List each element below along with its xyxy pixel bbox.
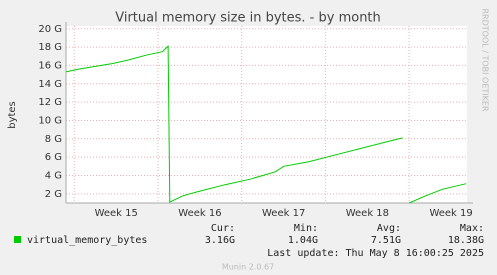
stat-value: 3.16G: [205, 235, 235, 246]
y-tick-label: 8 G: [45, 134, 62, 145]
y-tick-label: 2 G: [45, 189, 62, 200]
x-tick-label: Week 15: [95, 208, 138, 219]
stat-header: Min:: [294, 223, 318, 234]
y-tick-label: 18 G: [38, 42, 62, 53]
y-tick-label: 16 G: [38, 60, 62, 71]
stat-value: 7.51G: [371, 235, 401, 246]
y-tick-label: 10 G: [38, 115, 62, 126]
stat-header: Max:: [460, 223, 484, 234]
x-tick-label: Week 18: [346, 208, 389, 219]
legend-swatch: [14, 236, 21, 243]
y-tick-label: 6 G: [45, 152, 62, 163]
stat-value: 1.04G: [288, 235, 318, 246]
footer: Munin 2.0.67: [222, 263, 274, 272]
x-tick-label: Week 19: [429, 208, 472, 219]
y-tick-label: 14 G: [38, 79, 62, 90]
y-axis-label: bytes: [7, 101, 18, 129]
chart-title: Virtual memory size in bytes. - by month: [115, 11, 381, 26]
y-tick-label: 12 G: [38, 97, 62, 108]
stat-header: Cur:: [211, 223, 235, 234]
stat-header: Avg:: [377, 223, 401, 234]
last-update: Last update: Thu May 8 16:00:25 2025: [267, 248, 484, 259]
legend-label: virtual_memory_bytes: [27, 235, 147, 246]
y-tick-label: 4 G: [45, 170, 62, 181]
series-line: [65, 45, 467, 204]
x-tick-label: Week 16: [178, 208, 221, 219]
y-tick-label: 20 G: [38, 24, 62, 35]
x-tick-label: Week 17: [262, 208, 305, 219]
stat-value: 18.38G: [448, 235, 484, 246]
side-label: RRDTOOL / TOBI OETIKER: [481, 8, 490, 111]
plot-area: [66, 26, 467, 203]
